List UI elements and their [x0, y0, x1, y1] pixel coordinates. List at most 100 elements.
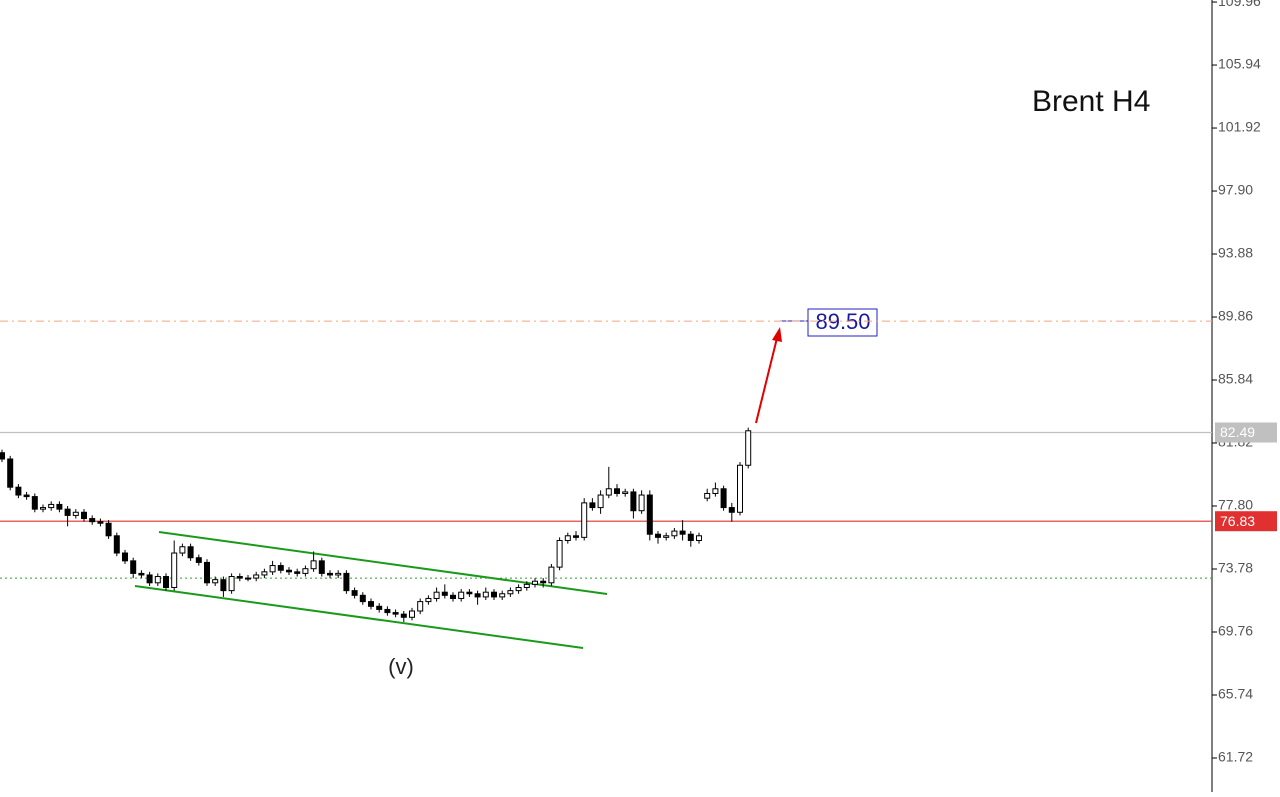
candle-body [40, 507, 46, 510]
candle-body [236, 576, 243, 579]
candle-body [335, 572, 342, 576]
candle-body [343, 572, 350, 592]
candle-body [458, 591, 465, 599]
candle-body [474, 593, 481, 598]
candle-body [113, 535, 120, 554]
y-tick-label: 73.78 [1218, 560, 1253, 576]
arrow [755, 337, 778, 424]
candle-body [679, 530, 686, 535]
candle-body [310, 560, 317, 570]
candle-body [302, 568, 309, 574]
candle-body [548, 566, 555, 584]
candle-body [712, 488, 719, 494]
candle-body [737, 464, 743, 513]
candle-body [540, 580, 547, 584]
candle-body [105, 522, 112, 537]
candle-body [614, 488, 620, 494]
wave-label: (v) [388, 654, 414, 679]
candle-body [97, 521, 104, 524]
candle-body [228, 576, 235, 592]
candle-body [154, 576, 161, 584]
candle-body [704, 492, 711, 499]
candle-body [138, 572, 145, 576]
candle-body [655, 533, 661, 538]
candle-body [646, 494, 653, 535]
candle-body [368, 601, 374, 607]
candle-body [564, 535, 571, 541]
candle-body [253, 574, 260, 579]
candle-body [687, 533, 694, 541]
candle-body [409, 610, 415, 618]
candle-body [499, 593, 506, 598]
y-tick-label: 109.96 [1218, 0, 1261, 9]
price-label-box [1215, 422, 1277, 443]
candle-body [417, 601, 424, 612]
candle-body [523, 583, 530, 588]
chart-title: Brent H4 [1032, 85, 1150, 118]
candle-body [7, 458, 14, 488]
candle-body [630, 491, 637, 512]
candle-body [245, 577, 251, 580]
candle-body [277, 565, 284, 571]
y-tick-label: 65.74 [1218, 686, 1253, 702]
candle-body [433, 591, 440, 599]
price-label: 82.49 [1220, 424, 1255, 440]
candle-body [589, 502, 596, 509]
arrow-head [772, 327, 782, 342]
y-tick-label: 69.76 [1218, 623, 1253, 639]
candle-body [204, 561, 210, 584]
candle-body [72, 511, 79, 516]
target-label: 89.50 [815, 309, 870, 334]
target-box [807, 308, 878, 337]
candle-body [515, 586, 522, 592]
candle-body [122, 552, 128, 562]
channel-lower [134, 585, 584, 649]
candle-body [81, 511, 87, 520]
candle-body [359, 594, 366, 603]
candle-body [179, 546, 186, 554]
candle-body [745, 430, 752, 466]
candle-body [597, 494, 604, 509]
y-tick-label: 105.94 [1218, 56, 1261, 72]
candle-body [482, 591, 489, 598]
y-tick-label: 61.72 [1218, 749, 1253, 765]
candle-body [638, 494, 645, 512]
y-tick-label: 101.92 [1218, 119, 1261, 135]
candle-body [89, 518, 96, 523]
candle-body [318, 560, 325, 574]
candle-body [441, 591, 448, 596]
candle-body [532, 580, 538, 585]
candle-body [220, 579, 227, 592]
candle-body [425, 597, 432, 603]
candle-body [212, 579, 219, 584]
candle-body [171, 552, 178, 588]
candle-body [64, 508, 71, 516]
candle-body [48, 503, 55, 509]
candle-body [23, 494, 30, 498]
candle-body [146, 574, 153, 584]
candle-body [384, 608, 391, 614]
candle-body [261, 571, 268, 576]
y-tick-label: 77.80 [1218, 497, 1253, 513]
candle-body [720, 488, 727, 509]
candle-body [31, 496, 38, 510]
price-label-box [1215, 511, 1277, 532]
candle-body [351, 590, 358, 596]
candle-body [556, 539, 563, 568]
candle-body [581, 502, 588, 538]
candle-body [327, 572, 333, 576]
y-tick-label: 93.88 [1218, 245, 1253, 261]
candle-body [663, 535, 670, 538]
candle-body [696, 535, 702, 541]
price-label: 76.83 [1220, 513, 1255, 529]
candle-body [450, 594, 456, 599]
candle-body [605, 488, 612, 496]
candle-body [622, 491, 629, 494]
candle-body [491, 591, 497, 598]
candle-body [728, 507, 735, 513]
candle-body [392, 612, 399, 615]
candle-body [294, 571, 301, 574]
candle-body [130, 560, 137, 574]
candle-body [195, 557, 202, 563]
